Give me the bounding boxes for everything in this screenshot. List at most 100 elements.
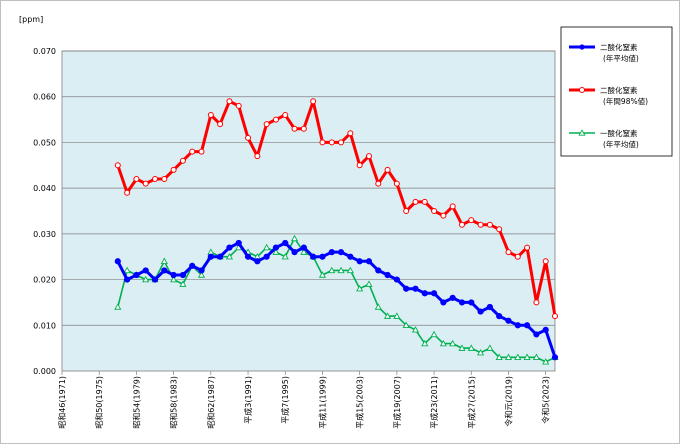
data-point <box>393 180 400 187</box>
data-point <box>477 221 484 228</box>
data-point <box>458 344 466 351</box>
x-tick-label: 平成11(1999) <box>317 376 327 429</box>
data-point <box>393 312 401 319</box>
data-point <box>133 271 140 279</box>
data-point <box>170 166 177 173</box>
x-tick-label: 令和元(2019) <box>503 376 513 427</box>
data-point <box>458 221 465 228</box>
data-point <box>468 217 475 224</box>
data-point <box>551 354 559 361</box>
data-point <box>523 322 531 329</box>
data-point <box>151 276 159 283</box>
y-tick-label: 0.030 <box>33 230 56 239</box>
x-tick-label: 昭和50(1975) <box>95 376 104 429</box>
data-point <box>245 134 252 141</box>
data-point <box>384 166 391 173</box>
data-point <box>244 253 252 260</box>
data-point <box>161 176 168 182</box>
data-point <box>310 253 317 260</box>
data-point <box>403 285 410 292</box>
data-point <box>514 253 521 260</box>
data-point <box>365 258 373 265</box>
data-point <box>477 308 484 315</box>
data-point <box>161 267 168 274</box>
data-point <box>347 130 354 137</box>
data-point <box>254 153 261 160</box>
data-point <box>152 176 159 182</box>
data-point <box>430 290 438 297</box>
data-point <box>328 266 336 274</box>
data-point <box>198 267 205 274</box>
data-point <box>170 271 177 279</box>
data-point <box>318 271 327 278</box>
data-point <box>356 162 363 169</box>
legend-label: 二酸化窒素 <box>600 42 638 52</box>
data-point <box>282 112 289 118</box>
unit-label: [ppm] <box>19 15 43 24</box>
data-point <box>524 244 531 251</box>
data-point <box>282 239 289 247</box>
data-point <box>552 313 558 320</box>
data-point <box>319 253 326 260</box>
data-point <box>197 271 206 278</box>
y-tick-label: 0.070 <box>33 47 56 56</box>
data-point <box>375 267 382 274</box>
data-point <box>226 244 233 251</box>
data-point <box>467 344 475 351</box>
data-point <box>347 253 354 260</box>
data-point <box>281 252 289 260</box>
data-point <box>198 148 205 155</box>
data-point <box>440 299 447 306</box>
data-point <box>124 189 131 196</box>
x-tick-label: 昭和46(1971) <box>58 376 67 429</box>
data-point <box>225 252 233 260</box>
legend-sublabel: (年平均値) <box>603 53 639 63</box>
data-point <box>439 339 447 347</box>
legend-marker <box>579 44 585 50</box>
x-tick-label: 令和5(2023) <box>541 376 551 424</box>
data-point <box>421 290 428 297</box>
data-point <box>356 284 364 292</box>
data-point <box>235 239 242 247</box>
data-point <box>505 249 512 256</box>
data-point <box>254 258 261 265</box>
data-point <box>533 299 540 306</box>
data-point <box>440 212 447 219</box>
data-point <box>365 280 373 287</box>
data-point <box>124 276 131 283</box>
data-point <box>179 280 187 287</box>
data-point <box>496 313 503 320</box>
data-point <box>179 271 187 279</box>
data-point <box>431 208 438 214</box>
data-point <box>170 275 178 283</box>
y-tick-label: 0.060 <box>33 93 56 102</box>
data-point <box>226 98 233 105</box>
data-point <box>114 303 122 310</box>
data-point <box>310 98 317 105</box>
data-point <box>402 321 410 328</box>
x-tick-label: 平成19(2007) <box>392 376 402 429</box>
data-point <box>496 226 503 233</box>
series-lines <box>114 98 559 365</box>
data-point <box>542 258 549 265</box>
data-point <box>272 248 280 255</box>
data-point <box>486 221 493 228</box>
data-point <box>421 339 429 347</box>
data-point <box>393 276 400 283</box>
data-point <box>430 330 438 338</box>
data-point <box>384 312 392 319</box>
y-tick-label: 0.050 <box>33 138 56 147</box>
data-point <box>468 299 475 306</box>
data-point <box>505 317 512 324</box>
data-point <box>514 322 521 329</box>
data-point <box>235 102 242 109</box>
y-tick-label: 0.010 <box>33 321 56 330</box>
data-point <box>207 112 214 118</box>
data-point <box>133 176 140 182</box>
x-tick-label: 平成7(1995) <box>280 376 290 424</box>
x-tick-label: 平成23(2011) <box>429 376 439 429</box>
data-point <box>375 180 382 187</box>
data-point <box>272 116 279 123</box>
